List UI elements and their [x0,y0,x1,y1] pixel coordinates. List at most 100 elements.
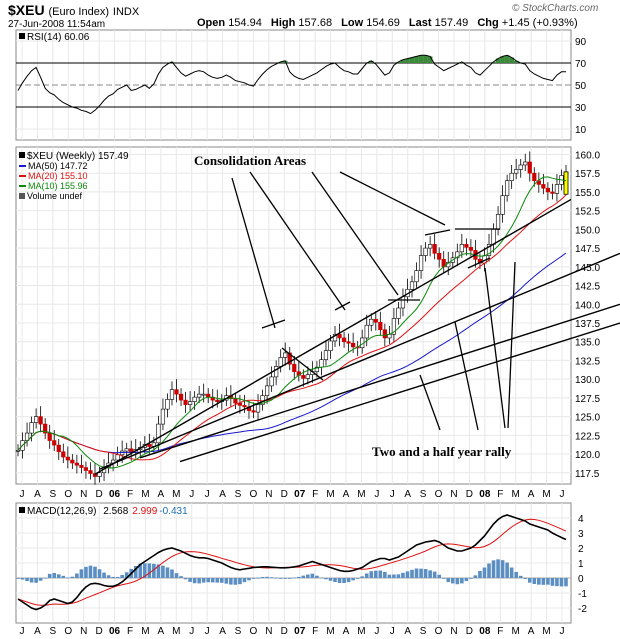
price-candle [292,363,297,372]
macd-histogram-bar [396,574,401,578]
macd-tick-label: 1 [578,559,584,570]
macd-histogram-bar [410,569,414,578]
rsi-overbought-fill [418,55,424,63]
macd-histogram-bar [518,575,523,578]
x-tick-label: J [20,489,25,500]
macd-histogram-bar [460,578,464,584]
x-tick-label-macd: A [528,626,535,637]
macd-histogram-bar [505,562,509,578]
macd-histogram-bar [102,572,106,578]
macd-histogram-bar [351,578,355,581]
price-candle [423,247,428,256]
macd-legend: MACD(12,26,9) 2.568 2.999 -0.431 [19,506,188,517]
macd-legend-swatch [19,507,25,513]
price-candle [269,376,274,387]
chg-value: +1.45 (+0.93%) [501,17,578,29]
x-tick-label: S [420,489,427,500]
price-candle [495,214,501,230]
x-tick-label: 07 [294,489,306,500]
macd-histogram-bar [220,578,224,583]
exchange: INDX [112,6,140,18]
legend-ma50: MA(50) 147.72 [28,161,88,171]
x-tick-label-macd: F [312,626,318,637]
macd-histogram-bar [559,578,564,587]
macd-histogram-bar [532,578,537,584]
macd-histogram-bar [373,570,378,578]
macd-histogram-bar [224,578,229,584]
legend-swatch-price [19,152,25,158]
trendline-main [94,198,572,475]
x-tick-label-macd: M [357,626,365,637]
price-legend: $XEU (Weekly) 157.49 MA(50) 147.72 MA(20… [19,151,129,201]
macd-histogram-bar [124,572,129,578]
x-tick-label-macd: J [189,626,194,637]
price-tick-label: 137.5 [575,319,600,330]
macd-legend-macd: 2.568 [103,506,128,517]
macd-histogram-bar [419,568,423,578]
macd-tick-label: 3 [578,529,584,540]
price-candle [341,337,347,343]
macd-histogram-bar [66,577,70,579]
x-tick-label-macd: D [466,626,473,637]
rsi-line [17,54,566,115]
price-candle [468,247,473,251]
price-tick-label: 160.0 [575,150,600,161]
price-candle [523,161,528,166]
price-tick-label: 150.0 [575,225,600,236]
macd-histogram-bar [143,563,147,578]
rsi-overbought-fill [405,58,410,63]
macd-histogram-bar [251,578,256,579]
macd-histogram-bar [310,573,315,578]
macd-histogram-bar [414,568,419,578]
macd-histogram-bar [75,573,79,578]
macd-histogram-bar [387,574,392,578]
x-tick-label: N [80,489,87,500]
ma20-line [17,194,567,461]
x-tick-label: F [127,489,133,500]
macd-histogram-bar [564,578,568,587]
price-candle [242,405,247,408]
macd-histogram-bar [514,572,518,578]
macd-histogram-bar [133,566,138,578]
last-candle-highlight [563,171,569,195]
x-tick-label: A [343,489,350,500]
rsi-tick-label: 50 [575,81,587,92]
x-tick-label-macd: D [96,626,103,637]
price-candle [418,255,424,271]
trendline-layer [94,171,620,475]
x-tick-label-macd: S [420,626,427,637]
price-candle [52,440,57,446]
price-candle [47,432,52,441]
macd-histogram-bar [450,578,455,584]
x-tick-label-macd: J [390,626,395,637]
rsi-tick-label: 90 [575,37,587,48]
macd-histogram-bar [111,577,115,578]
x-tick-label-macd: J [374,626,379,637]
macd-histogram-bar [469,578,473,579]
macd-histogram-bar [43,577,47,579]
x-tick-label-macd: 07 [294,626,306,637]
x-tick-label: J [560,489,565,500]
macd-legend-label: MACD(12,26,9) [27,506,96,517]
x-tick-label: A [404,489,411,500]
low-label: Low [341,17,364,29]
arrow-consolidation-4 [339,171,446,226]
x-tick-label: M [357,489,365,500]
price-candle [29,422,34,434]
rsi-legend: RSI(14) 60.06 [27,32,90,43]
macd-histogram-bar [405,571,410,578]
price-candle [373,318,378,323]
macd-histogram-bar [52,573,57,578]
price-candle [351,342,356,348]
macd-histogram-bar [423,569,428,578]
macd-tick-label: 4 [578,514,584,525]
price-candle [550,191,555,194]
arrow-consolidation-3 [311,171,399,296]
low-value: 154.69 [366,17,400,29]
price-candle [382,329,387,339]
macd-histogram-bar [537,578,541,585]
price-candle [156,423,161,444]
timestamp: 27-Jun-2008 11:54am [8,19,106,30]
